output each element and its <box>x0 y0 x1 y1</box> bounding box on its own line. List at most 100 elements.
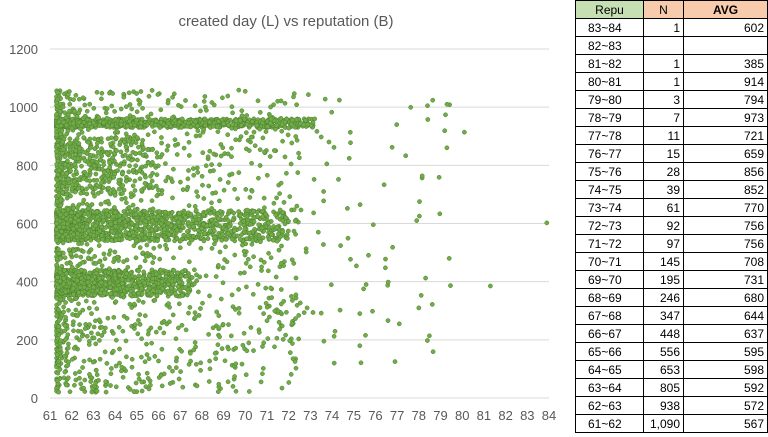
data-point <box>112 272 118 278</box>
data-point <box>119 368 124 374</box>
data-point <box>329 109 335 115</box>
data-point <box>96 238 101 243</box>
data-point <box>103 379 108 384</box>
data-point <box>91 300 97 305</box>
data-point <box>310 310 316 315</box>
data-point <box>83 298 89 304</box>
data-point <box>136 318 141 323</box>
data-point <box>165 174 171 180</box>
data-point <box>158 226 163 232</box>
data-point <box>55 324 61 329</box>
data-point <box>54 262 60 268</box>
data-point <box>203 273 209 279</box>
data-point <box>260 371 265 377</box>
data-point <box>297 155 302 161</box>
data-point <box>54 183 60 189</box>
data-point <box>346 155 352 161</box>
data-point <box>201 99 207 104</box>
data-point <box>163 209 169 215</box>
data-point <box>66 307 71 313</box>
data-point <box>200 182 205 188</box>
x-tick-label: 69 <box>216 408 230 423</box>
data-point <box>69 126 75 131</box>
data-point <box>257 305 263 310</box>
data-point <box>77 337 82 343</box>
data-point <box>61 224 66 230</box>
data-point <box>223 227 229 232</box>
cell-n: 15 <box>643 144 684 163</box>
data-point <box>174 236 180 241</box>
data-point <box>97 123 102 129</box>
cell-n: 347 <box>643 306 684 325</box>
data-point <box>158 120 164 125</box>
data-point <box>223 237 229 242</box>
data-point <box>54 238 59 243</box>
data-point <box>112 220 118 225</box>
data-point <box>136 290 141 296</box>
data-point <box>107 285 113 290</box>
data-point <box>94 209 100 215</box>
data-point <box>111 315 117 320</box>
data-point <box>194 383 200 389</box>
data-point <box>61 304 66 310</box>
data-point <box>216 325 222 331</box>
data-point <box>186 153 192 158</box>
data-point <box>90 359 96 365</box>
cell-avg: 598 <box>683 360 768 379</box>
data-point <box>129 364 135 370</box>
data-point <box>107 164 113 170</box>
data-point <box>192 310 198 316</box>
data-point <box>442 128 448 134</box>
data-point <box>279 122 285 127</box>
data-point <box>220 265 226 271</box>
data-point <box>143 174 148 180</box>
data-point <box>246 389 252 394</box>
table-row: 64~65 653 598 <box>575 360 768 379</box>
data-point <box>363 282 369 287</box>
data-point <box>237 226 243 231</box>
data-point <box>216 263 221 268</box>
cell-n: 28 <box>643 162 684 181</box>
x-tick-label: 79 <box>433 408 447 423</box>
data-point <box>81 135 87 140</box>
data-point <box>278 287 284 292</box>
data-point <box>215 129 221 135</box>
data-point <box>232 374 237 379</box>
x-tick-label: 61 <box>43 408 57 423</box>
data-point <box>162 226 168 232</box>
data-point <box>212 350 218 356</box>
x-tick-label: 67 <box>173 408 187 423</box>
data-points <box>54 87 550 395</box>
data-point <box>67 140 73 146</box>
data-point <box>294 102 299 108</box>
data-point <box>121 94 127 100</box>
data-point <box>57 109 63 114</box>
data-point <box>119 196 125 202</box>
data-point <box>98 157 103 162</box>
data-point <box>236 209 242 214</box>
data-point <box>86 228 91 234</box>
data-point <box>63 211 69 217</box>
data-point <box>242 270 247 276</box>
table-row: 63~64 805 592 <box>575 378 768 397</box>
data-point <box>184 187 190 193</box>
data-point <box>108 383 113 388</box>
data-point <box>119 292 125 298</box>
data-point <box>105 198 111 204</box>
data-point <box>229 104 235 110</box>
data-point <box>193 314 198 320</box>
data-point <box>277 326 282 332</box>
data-point <box>145 376 151 381</box>
data-point <box>87 183 93 189</box>
data-point <box>293 365 299 371</box>
data-point <box>113 135 119 141</box>
x-tick-label: 81 <box>477 408 491 423</box>
data-point <box>244 207 250 213</box>
data-point <box>331 333 337 339</box>
data-point <box>174 215 179 221</box>
data-point <box>242 116 248 122</box>
data-point <box>161 371 167 377</box>
data-point <box>143 253 149 259</box>
data-point <box>136 144 141 150</box>
data-point <box>56 119 62 125</box>
